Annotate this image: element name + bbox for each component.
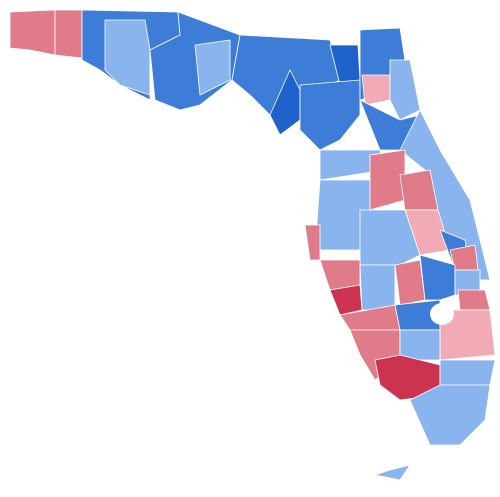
counties [9,9,496,481]
county [359,209,421,266]
county [399,329,441,361]
county [104,19,151,96]
county [439,359,496,389]
county [299,79,361,151]
county [329,284,363,316]
county [269,69,301,136]
county [359,264,396,311]
county [319,259,361,291]
county [374,464,411,481]
county [419,254,456,301]
county [54,9,83,59]
county [9,9,56,56]
county [369,149,406,211]
county [394,259,426,306]
county [304,224,321,261]
county [389,59,421,121]
lake-okeechobee [430,303,454,325]
county [457,289,491,311]
county [361,74,391,106]
county [194,39,231,96]
county [409,384,491,446]
